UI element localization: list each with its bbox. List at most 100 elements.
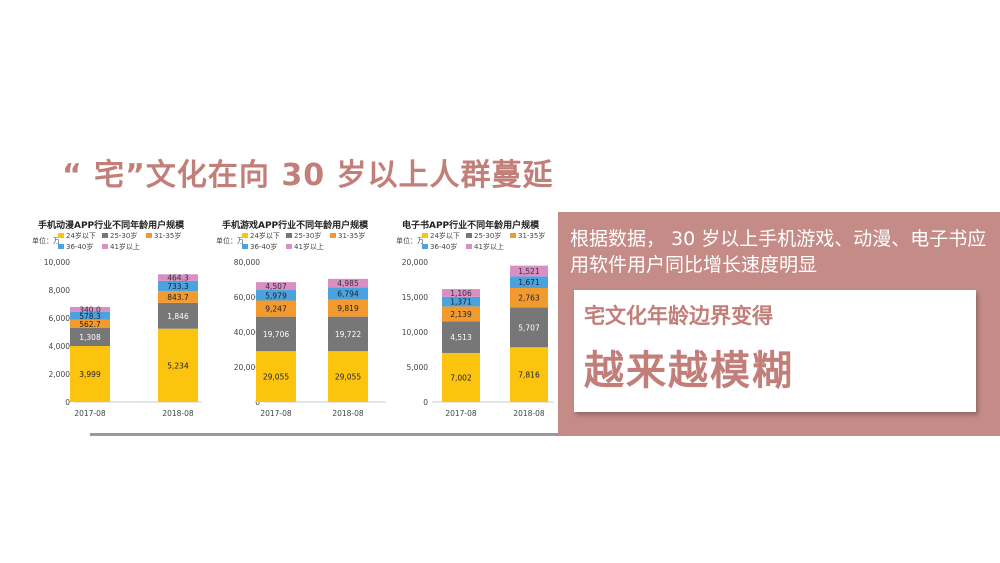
bar-value-label: 464.3: [167, 274, 189, 283]
bar-segment: [510, 265, 548, 277]
divider-line: [90, 433, 560, 436]
bar-value-label: 9,819: [337, 304, 359, 313]
bar-value-label: 7,816: [518, 371, 540, 380]
bar-value-label: 578.3: [79, 312, 101, 321]
legend-label: 31-35岁: [338, 231, 365, 240]
legend-label: 24岁以下: [250, 231, 280, 240]
bar-segment: [442, 289, 480, 297]
bar-segment: [70, 346, 110, 402]
bar-segment: [158, 280, 198, 292]
bar-value-label: 1,371: [450, 298, 472, 307]
bar-value-label: 2,139: [450, 310, 472, 319]
y-tick-label: 20,000: [234, 363, 260, 372]
legend-label: 31-35岁: [154, 231, 181, 240]
bar-value-label: 5,234: [167, 361, 189, 370]
bar-value-label: 7,002: [450, 373, 472, 382]
slide-title: “ 宅”文化在向 30 岁以上人群蔓延: [62, 158, 554, 193]
anime-app-chart: 手机动漫APP行业不同年龄用户规模 单位：万 24岁以下 25-30岁 31-35岁 36…: [30, 212, 206, 434]
y-tick-label: 10,000: [402, 328, 428, 337]
highlight-subtitle: 宅文化年龄边界变得: [584, 304, 773, 328]
bar-segment: [442, 352, 480, 402]
chart-unit: 单位：万: [216, 236, 244, 245]
bar-value-label: 5,707: [518, 323, 540, 332]
y-tick-label: 5,000: [407, 363, 429, 372]
bar-value-label: 9,247: [265, 305, 287, 314]
legend-label: 36-40岁: [250, 242, 277, 251]
bar-segment: [510, 347, 548, 402]
y-tick-label: 20,000: [402, 258, 428, 267]
legend-swatch: [466, 233, 472, 238]
bar-value-label: 843.7: [167, 293, 189, 302]
legend-label: 25-30岁: [294, 231, 321, 240]
y-tick-label: 60,000: [234, 293, 260, 302]
legend-swatch: [286, 233, 292, 238]
y-tick-label: 10,000: [44, 258, 70, 267]
bar-segment: [256, 282, 296, 291]
bar-value-label: 19,706: [263, 330, 289, 339]
bar-segment: [510, 276, 548, 288]
bar-segment: [256, 300, 296, 317]
bar-value-label: 5,979: [265, 291, 287, 300]
bar-segment: [70, 311, 110, 320]
chart-unit: 单位：万: [32, 236, 60, 245]
bar-value-label: 19,722: [335, 330, 361, 339]
charts-area: 手机动漫APP行业不同年龄用户规模单位：万 24岁以下 25-30岁 31-35岁 36…: [30, 212, 558, 434]
bar-segment: [328, 287, 368, 300]
legend-swatch: [146, 233, 152, 238]
bar-segment: [328, 278, 368, 288]
legend-label: 31-35岁: [518, 231, 545, 240]
legend-label: 25-30岁: [474, 231, 501, 240]
legend-swatch: [102, 233, 108, 238]
y-tick-label: 0: [255, 398, 260, 407]
bar-value-label: 1,846: [167, 312, 189, 321]
bar-value-label: 29,055: [335, 373, 361, 382]
highlight-headline: 越来越模糊: [584, 348, 794, 394]
legend-swatch: [286, 244, 292, 249]
legend-swatch: [422, 244, 428, 249]
y-tick-label: 0: [65, 398, 70, 407]
x-tick-label: 2017-08: [74, 409, 106, 418]
bar-segment: [70, 327, 110, 347]
y-tick-label: 0: [423, 398, 428, 407]
legend-swatch: [330, 233, 336, 238]
bar-value-label: 340.0: [79, 305, 101, 314]
bar-segment: [328, 351, 368, 402]
y-tick-label: 6,000: [49, 314, 71, 323]
bar-segment: [256, 351, 296, 402]
y-tick-label: 80,000: [234, 258, 260, 267]
bar-value-label: 1,308: [79, 333, 101, 342]
bar-segment: [510, 287, 548, 308]
legend-swatch: [102, 244, 108, 249]
bar-value-label: 4,985: [337, 279, 359, 288]
bar-value-label: 29,055: [263, 373, 289, 382]
bar-segment: [158, 302, 198, 329]
bar-segment: [442, 321, 480, 353]
bar-segment: [70, 306, 110, 312]
summary-panel: 根据数据， 30 岁以上手机游戏、动漫、电子书应用软件用户同比增长速度明显 宅文…: [558, 212, 1000, 436]
bar-value-label: 1,106: [450, 289, 472, 298]
y-tick-label: 15,000: [402, 293, 428, 302]
bar-value-label: 2,763: [518, 294, 540, 303]
legend-swatch: [58, 244, 64, 249]
chart-title: 电子书APP行业不同年龄用户规模: [402, 219, 540, 231]
legend-label: 24岁以下: [430, 231, 460, 240]
bar-segment: [328, 316, 368, 352]
legend-label: 41岁以上: [474, 242, 504, 251]
chart-title: 手机游戏APP行业不同年龄用户规模: [222, 219, 369, 231]
bar-value-label: 733.3: [167, 282, 189, 291]
bar-segment: [256, 316, 296, 352]
x-tick-label: 2018-08: [162, 409, 194, 418]
chart-title: 手机动漫APP行业不同年龄用户规模: [38, 219, 185, 231]
chart-unit: 单位：万: [396, 236, 424, 245]
ebook-app-chart: 电子书APP行业不同年龄用户规模 单位：万 24岁以下 25-30岁 31-35岁 36-…: [394, 212, 558, 434]
legend-label: 25-30岁: [110, 231, 137, 240]
highlight-box: 宅文化年龄边界变得 越来越模糊: [574, 290, 976, 412]
bar-segment: [158, 274, 198, 281]
bar-value-label: 1,671: [518, 278, 540, 287]
legend-label: 41岁以上: [294, 242, 324, 251]
bar-segment: [70, 319, 110, 328]
game-app-chart: 手机游戏APP行业不同年龄用户规模单位：万 24岁以下 25-30岁 31-35岁 36…: [214, 212, 390, 434]
y-tick-label: 8,000: [49, 286, 71, 295]
